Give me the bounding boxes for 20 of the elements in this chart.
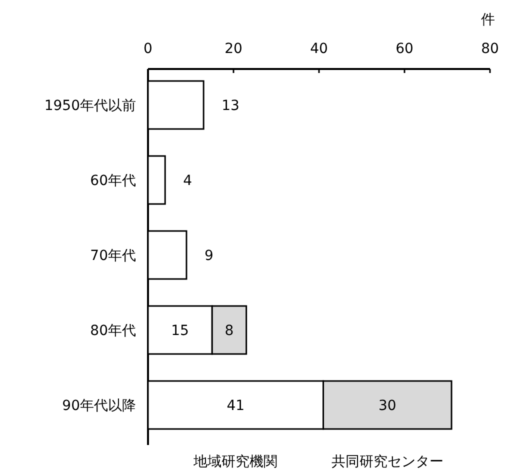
- x-tick-label: 20: [224, 41, 242, 57]
- y-tick-label: 90年代以降: [62, 398, 136, 414]
- y-tick-label: 1950年代以前: [44, 98, 136, 114]
- x-tick-label: 0: [144, 41, 152, 57]
- x-tick-label: 60: [396, 41, 414, 57]
- data-label: 13: [222, 98, 240, 114]
- data-label: 9: [204, 248, 214, 264]
- data-label: 15: [171, 323, 189, 339]
- data-label: 41: [226, 398, 245, 414]
- data-label: 8: [224, 323, 234, 339]
- y-tick-label: 70年代: [90, 248, 136, 264]
- data-label: 30: [378, 398, 396, 414]
- x-tick-label: 40: [310, 41, 328, 57]
- x-tick-label: 80: [481, 41, 499, 57]
- y-tick-label: 80年代: [90, 323, 136, 339]
- data-label: 4: [183, 173, 192, 189]
- series-label: 共同研究センター: [331, 454, 444, 470]
- series-label: 地域研究機関: [192, 454, 278, 470]
- x-axis-title: 件: [481, 12, 495, 28]
- y-tick-label: 60年代: [90, 173, 136, 189]
